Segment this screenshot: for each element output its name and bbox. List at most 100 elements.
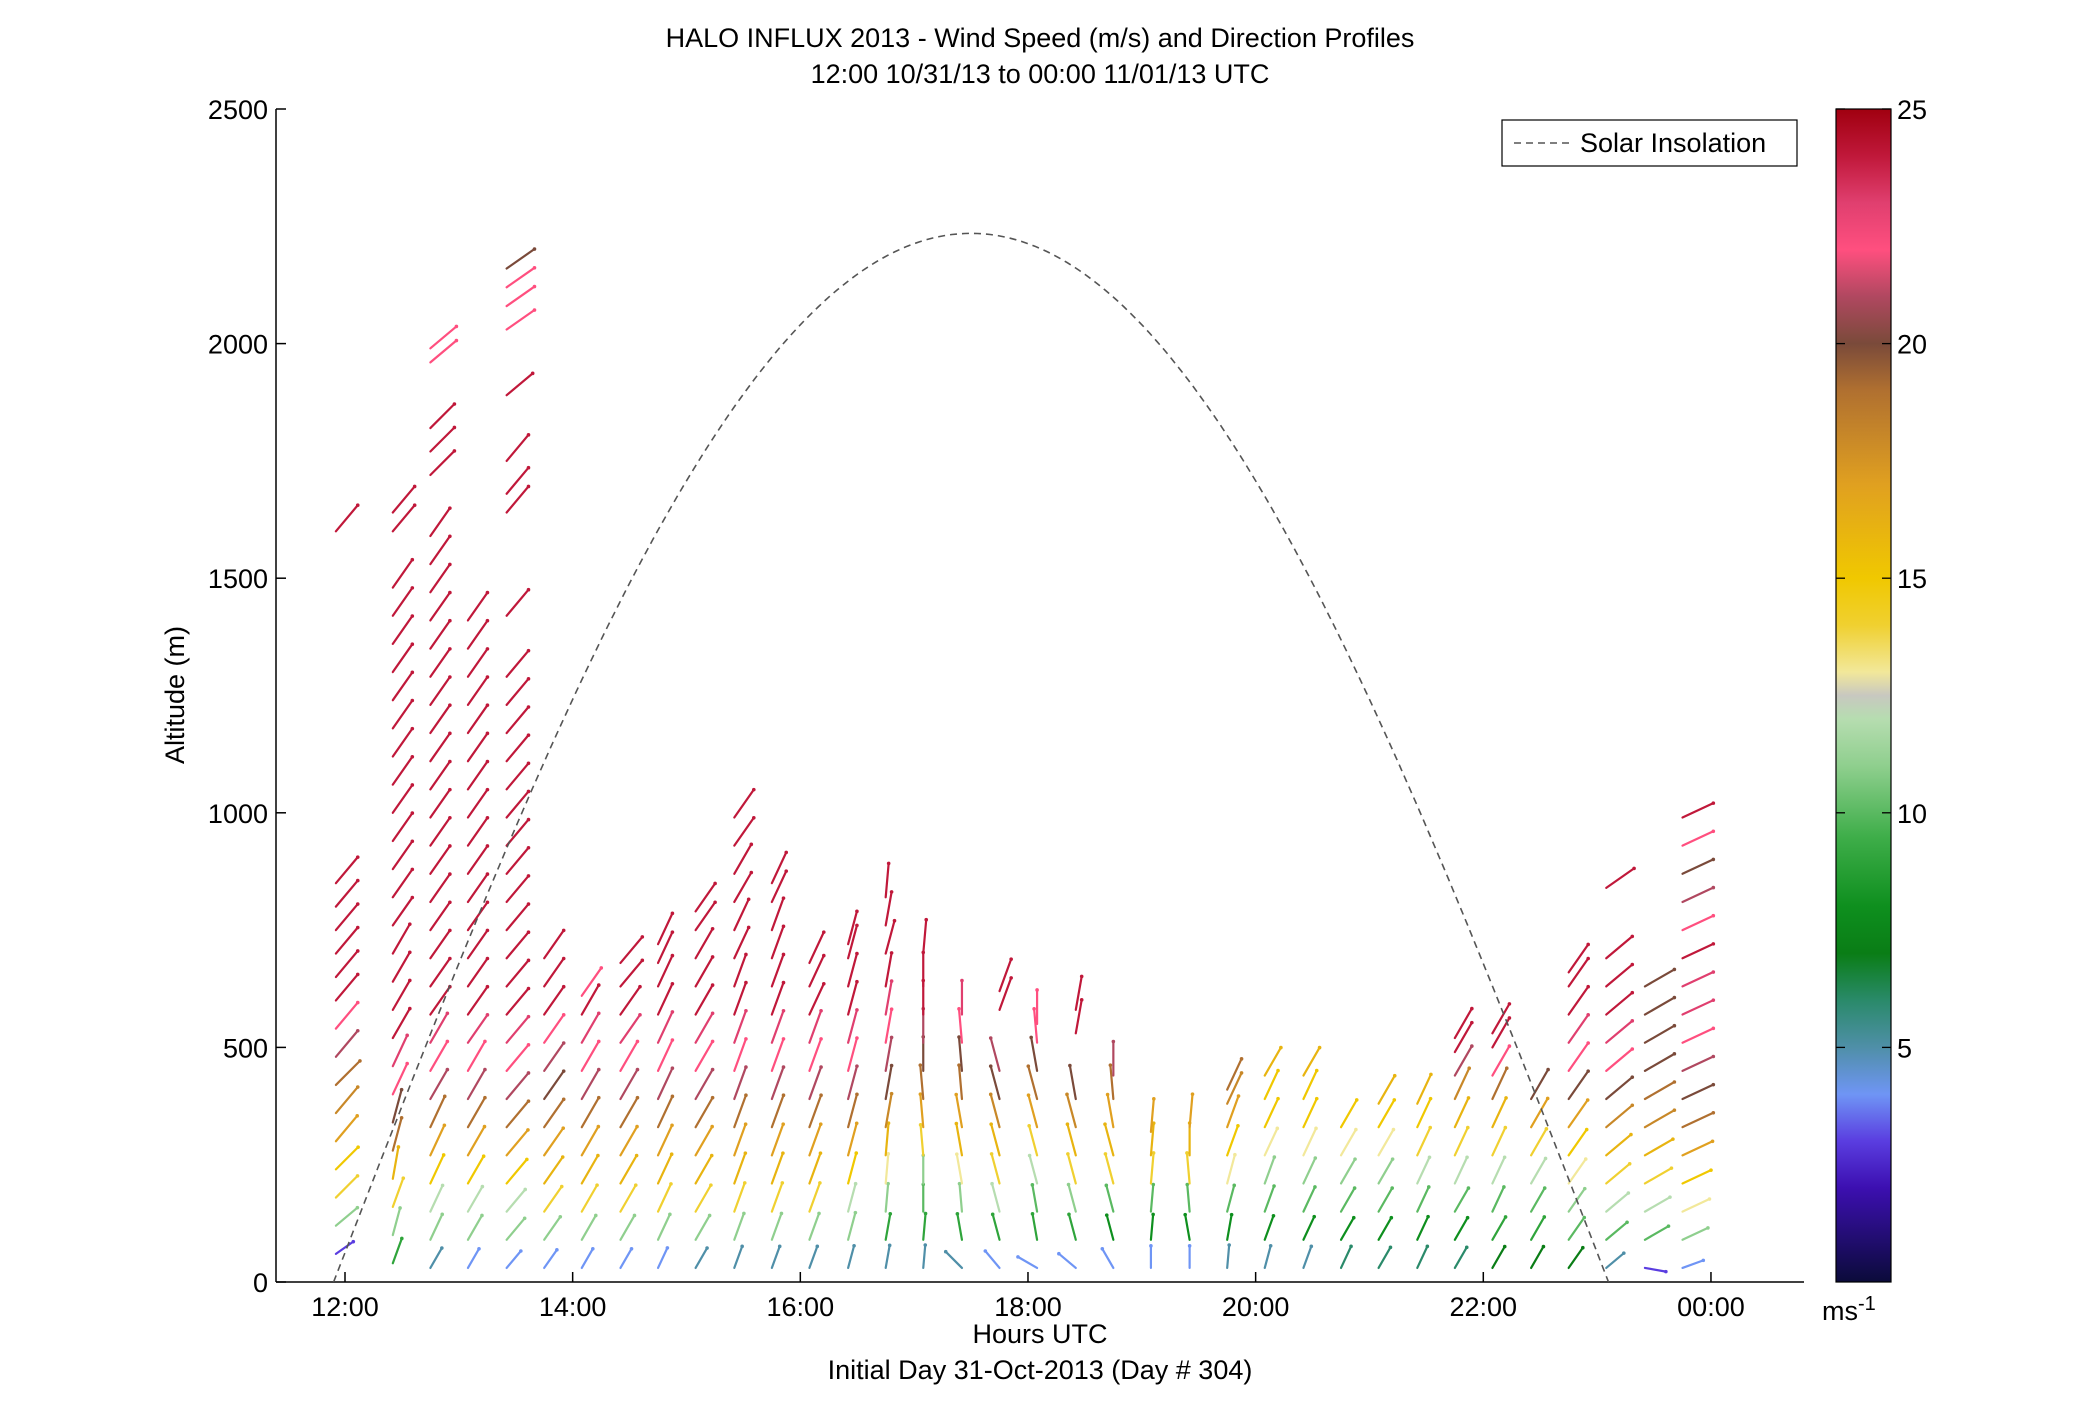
wind-barb (1226, 1094, 1240, 1129)
wind-barb (770, 1037, 785, 1072)
wind-barb-tip (1239, 1071, 1244, 1075)
wind-barb-tip (448, 618, 452, 623)
wind-barb-tip (1103, 1122, 1107, 1126)
wind-barb (1643, 996, 1676, 1016)
wind-barb-tip (448, 506, 452, 510)
wind-barb-tip (854, 1121, 859, 1126)
wind-barb (770, 925, 785, 960)
wind-barb-tip (485, 703, 490, 707)
wind-barb (1567, 1128, 1588, 1157)
wind-barb-tip (448, 675, 452, 679)
wind-barb-tip (918, 1123, 923, 1127)
wind-barb (957, 1035, 964, 1072)
wind-barb (334, 1206, 359, 1227)
wind-barb-tip (1314, 1096, 1319, 1101)
wind-barb-tip (918, 1063, 923, 1067)
wind-barb-tip (1151, 1182, 1156, 1187)
wind-barb-tip (889, 1091, 894, 1096)
wind-barb (1530, 1186, 1546, 1213)
wind-barb (505, 1249, 522, 1270)
wind-barb-tip (781, 1065, 786, 1069)
wind-barb (391, 558, 414, 589)
wind-barb (505, 1015, 530, 1044)
wind-barb (619, 1125, 639, 1157)
wind-barb (1377, 1158, 1394, 1185)
wind-barb (1186, 1183, 1191, 1213)
wind-barb-tip (532, 247, 537, 251)
wind-barb (391, 951, 411, 983)
wind-barb (770, 1245, 781, 1270)
wind-barb (808, 982, 825, 1016)
wind-barb-tip (442, 1123, 447, 1128)
wind-barb (1149, 1151, 1155, 1185)
wind-barb-tip (1581, 1245, 1585, 1250)
wind-barb-tip (1103, 1152, 1108, 1156)
wind-barb (619, 1154, 638, 1185)
wind-barb-tip (526, 958, 531, 963)
wind-barb-tip (1582, 1186, 1587, 1191)
wind-barb-tip (892, 918, 897, 923)
wind-barb-tip (532, 265, 537, 270)
wind-barb-tip (1065, 1092, 1069, 1097)
wind-barb-tip (670, 911, 675, 916)
wind-barb-tip (670, 1123, 674, 1128)
wind-barb (989, 1093, 1001, 1129)
wind-barb (1605, 1076, 1634, 1101)
wind-barb-tip (1707, 1197, 1712, 1201)
wind-barb (1643, 1080, 1676, 1101)
wind-barb (505, 1217, 526, 1241)
wind-barb-tip (356, 1145, 360, 1149)
wind-barb-tip (743, 1122, 748, 1126)
wind-barb (1377, 1246, 1392, 1270)
wind-barb-tip (355, 1000, 360, 1005)
wind-barb (1057, 1252, 1077, 1270)
wind-barb-tip (1672, 1023, 1677, 1028)
wind-barb-tip (410, 698, 415, 703)
colorbar-ticks: 5 10 15 20 25 (1836, 95, 1927, 1063)
wind-barb (391, 1088, 403, 1124)
wind-barb-tip (1185, 1182, 1190, 1187)
wind-barb-tip (989, 1152, 994, 1156)
wind-barb (466, 1185, 484, 1213)
wind-barb (656, 912, 674, 946)
wind-barb-tip (410, 670, 415, 675)
wind-barb-tip (448, 703, 452, 707)
wind-barb-tip (1585, 1098, 1590, 1102)
wind-barb (429, 647, 451, 678)
wind-barb (656, 954, 674, 988)
wind-barb-tip (1183, 1212, 1187, 1217)
wind-barb-tip (408, 978, 412, 983)
y-tick-label: 1000 (208, 799, 268, 829)
wind-barb (429, 816, 451, 847)
wind-barb (808, 1212, 821, 1241)
wind-barb-tip (988, 1092, 993, 1097)
wind-barb (619, 935, 644, 965)
wind-barb-tip (530, 371, 535, 376)
wind-barb (656, 1124, 674, 1157)
wind-barb-tip (855, 909, 859, 914)
wind-barb (1066, 1152, 1077, 1185)
wind-barb (1033, 1007, 1039, 1044)
wind-barb-tip (405, 1061, 409, 1066)
wind-barb (847, 1244, 856, 1270)
wind-barb (466, 957, 489, 988)
wind-barb-tip (558, 1214, 563, 1219)
wind-barb (1263, 1046, 1282, 1077)
wind-barb-tip (596, 1011, 601, 1016)
wind-barb-tip (633, 1183, 638, 1187)
wind-barb-tip (485, 1013, 490, 1017)
wind-barb (466, 872, 489, 904)
wind-barb (808, 1123, 822, 1157)
wind-barb (580, 1068, 600, 1101)
wind-barb-tip (1276, 1096, 1280, 1101)
wind-barb (619, 1096, 639, 1129)
wind-barb-tip (886, 861, 891, 866)
wind-barb-tip (483, 1039, 487, 1044)
wind-barb (770, 1181, 784, 1213)
wind-barb-tip (988, 1064, 993, 1068)
wind-barb-tip (410, 557, 415, 562)
wind-barb (808, 954, 825, 988)
wind-barb (1030, 1036, 1039, 1072)
wind-barb (466, 619, 489, 650)
wind-barb (391, 812, 414, 843)
